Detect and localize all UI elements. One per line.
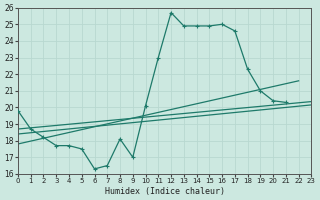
X-axis label: Humidex (Indice chaleur): Humidex (Indice chaleur) (105, 187, 225, 196)
